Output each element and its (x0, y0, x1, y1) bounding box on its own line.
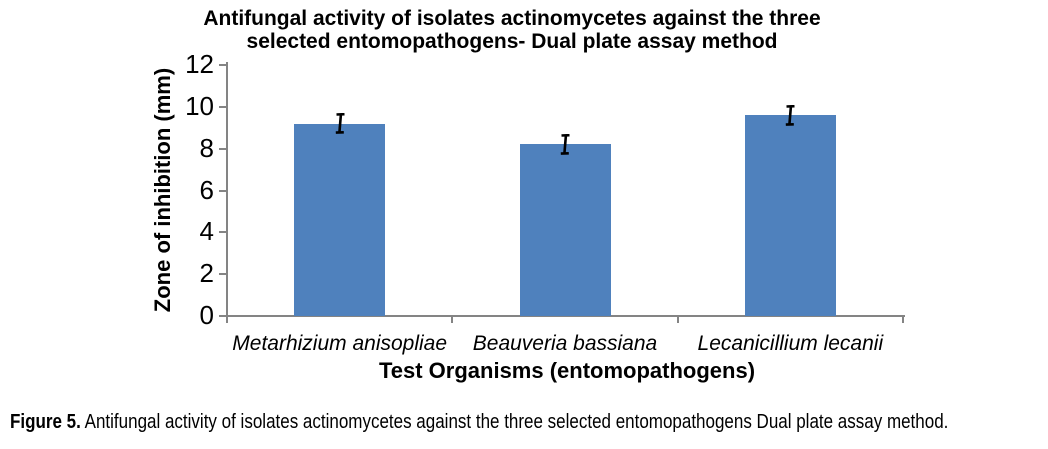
bar-3 (744, 115, 836, 316)
y-axis-tick (219, 315, 227, 317)
chart-title-line-1: Antifungal activity of isolates actinomy… (203, 7, 821, 30)
category-label-2: Beauveria bassiana (472, 332, 658, 355)
y-axis-tick (219, 231, 227, 234)
caption-label: Figure 5. (10, 411, 81, 433)
caption-text: Antifungal activity of isolates actinomy… (80, 411, 949, 433)
error-bar-1 (333, 112, 347, 134)
y-axis-tick-label: 8 (199, 132, 214, 163)
x-axis-tick (226, 316, 228, 323)
chart-title-line-2: selected entomopathogens- Dual plate ass… (246, 30, 778, 53)
y-axis-tick (219, 147, 227, 150)
y-axis-tick-label: 10 (185, 90, 214, 121)
y-axis-tick (219, 64, 227, 66)
error-bar-3 (783, 104, 797, 126)
x-axis-tick (902, 316, 904, 323)
figure-caption: Figure 5. Antifungal activity of isolate… (10, 411, 1043, 434)
y-axis-tick (219, 273, 227, 276)
y-axis-tick-label: 6 (199, 174, 214, 205)
y-axis-tick-label: 2 (199, 258, 214, 289)
x-axis-line (227, 315, 905, 317)
category-label-3: Lecanicillium lecanii (697, 332, 884, 355)
bar-2 (519, 144, 611, 316)
chart-title: Antifungal activity of isolates actinomy… (0, 7, 1024, 53)
bar-1 (294, 123, 386, 316)
y-axis-tick (219, 105, 227, 108)
x-axis-tick (451, 316, 454, 323)
x-axis-title: Test Organisms (entomopathogens) (378, 358, 756, 383)
y-axis-tick (219, 189, 227, 192)
y-axis-line (226, 62, 228, 318)
y-axis-tick-label: 0 (199, 300, 214, 330)
x-axis-tick (676, 316, 679, 323)
y-axis-tick-label: 12 (185, 49, 214, 79)
y-axis-tick-label: 4 (199, 216, 214, 247)
error-bar-2 (558, 133, 572, 155)
category-label-1: Metarhizium anisopliae (232, 332, 448, 355)
